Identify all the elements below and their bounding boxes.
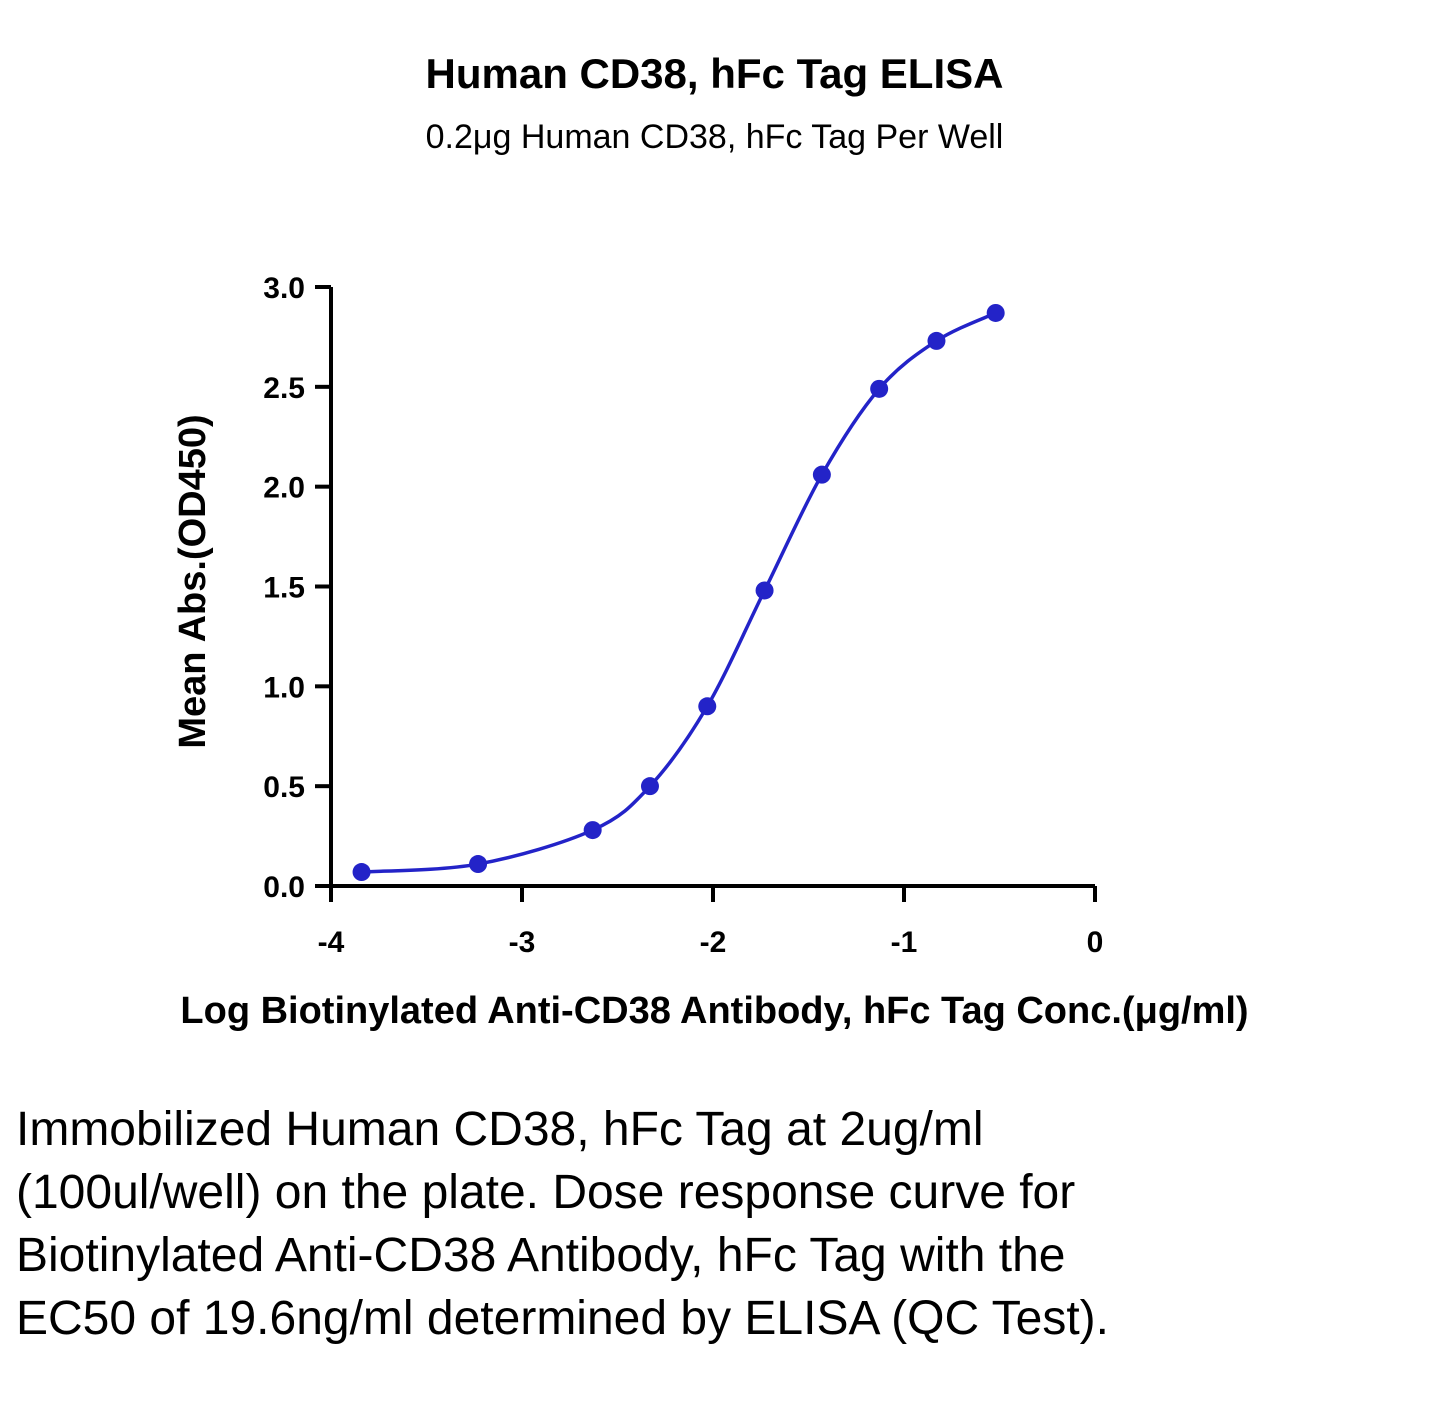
x-tick-label: 0 — [1087, 926, 1104, 959]
caption: Immobilized Human CD38, hFc Tag at 2ug/m… — [16, 1103, 1109, 1345]
data-point — [469, 855, 488, 874]
y-tick-label: 2.5 — [263, 372, 305, 405]
axes — [316, 287, 1095, 901]
data-point — [352, 863, 371, 882]
data-point — [812, 465, 831, 484]
y-tick-label: 3.0 — [263, 272, 305, 305]
y-axis-label: Mean Abs.(OD450) — [172, 414, 214, 748]
data-point — [870, 379, 889, 398]
data-point — [986, 303, 1005, 322]
y-tick-label: 1.5 — [263, 572, 305, 605]
data-points — [352, 303, 1005, 882]
data-point — [583, 821, 602, 840]
data-point — [755, 581, 774, 600]
y-tick-label: 2.0 — [263, 472, 305, 505]
data-point — [698, 697, 717, 716]
x-tick-label: -1 — [891, 926, 918, 959]
x-tick-label: -4 — [318, 926, 345, 959]
x-tick-label: -3 — [509, 926, 536, 959]
y-tick-label: 0.5 — [263, 771, 305, 804]
fit-curve — [361, 311, 997, 874]
chart-title: Human CD38, hFc Tag ELISA — [425, 50, 1004, 97]
x-tick-label: -2 — [700, 926, 727, 959]
y-tick-label: 1.0 — [263, 671, 305, 704]
ticks: 0.0 0.5 1.0 1.5 2.0 2.5 3.0 -4 -3 -2 -1 0 — [263, 272, 1103, 959]
data-point — [927, 331, 946, 350]
chart-subtitle: 0.2μg Human CD38, hFc Tag Per Well — [425, 118, 1004, 156]
x-axis-label: Log Biotinylated Anti-CD38 Antibody, hFc… — [180, 990, 1249, 1032]
y-tick-label: 0.0 — [263, 871, 305, 904]
data-point — [640, 777, 659, 796]
elisa-chart: 0.0 0.5 1.0 1.5 2.0 2.5 3.0 -4 -3 -2 -1 0 Mean Abs.… — [172, 272, 1103, 959]
